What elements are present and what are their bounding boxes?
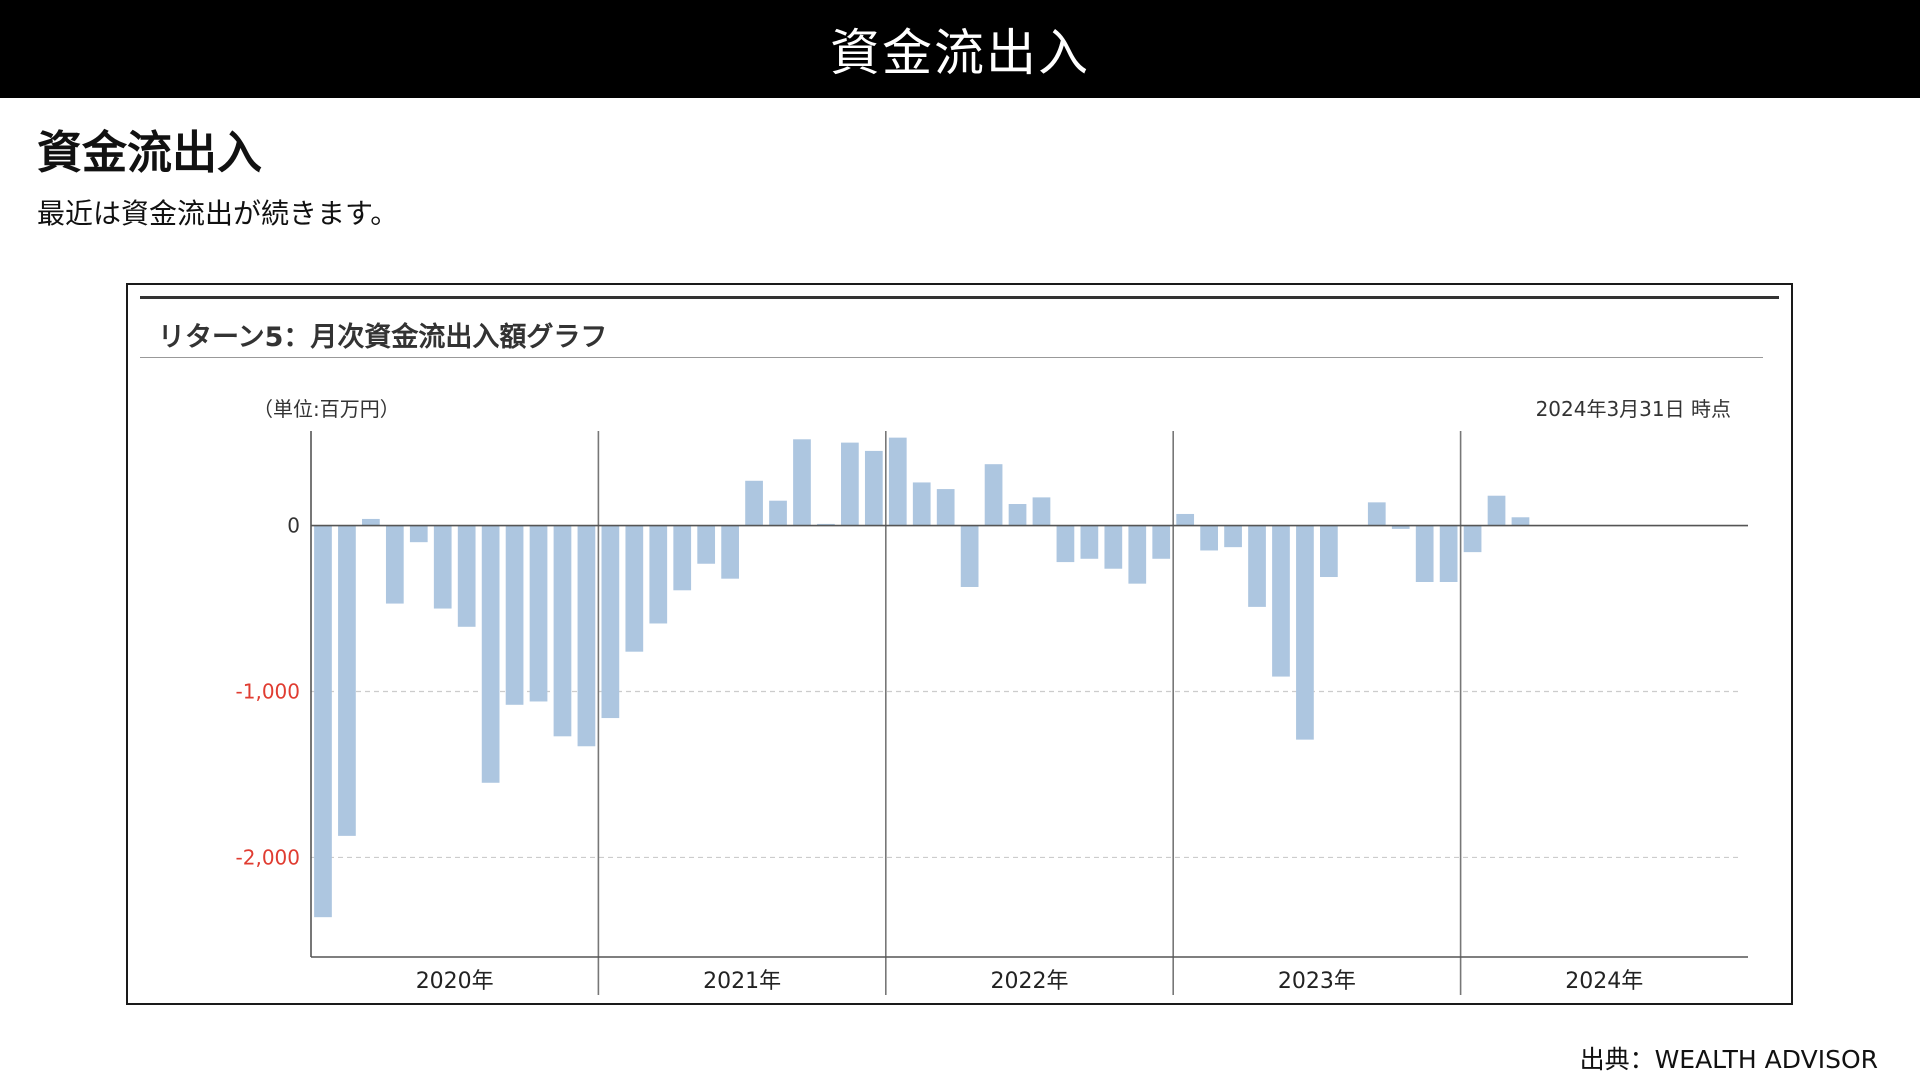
data-bar: [745, 480, 763, 526]
data-bar: [1224, 525, 1242, 548]
x-year-label: 2022年: [991, 969, 1069, 994]
data-bar: [1487, 495, 1506, 526]
chart-unit-label: （単位:百万円）: [253, 397, 400, 421]
data-bar: [505, 525, 524, 705]
data-bar: [1200, 525, 1218, 551]
chart-top-rule: [140, 296, 1779, 299]
data-bar: [577, 525, 596, 747]
y-tick-label: 0: [287, 514, 300, 538]
data-bar: [1463, 525, 1482, 553]
top-title-bar: 資金流出入: [0, 0, 1920, 98]
data-bar: [793, 439, 811, 526]
data-bar: [1320, 525, 1338, 578]
data-bar: [1056, 525, 1075, 563]
bar-chart: 0 -1,000 -2,000 2020年 2021年 2022年 2023年 2024年: [236, 431, 1748, 995]
data-bar: [529, 525, 548, 702]
x-year-label: 2020年: [416, 969, 494, 994]
data-bar: [1367, 502, 1386, 526]
data-bar: [338, 525, 356, 836]
data-bar: [841, 442, 859, 526]
data-bar: [362, 518, 380, 526]
data-bar: [1008, 504, 1027, 526]
data-bar: [960, 525, 979, 587]
data-bar: [1104, 525, 1123, 569]
lead-text: 最近は資金流出が続きます。: [37, 197, 399, 230]
data-bar: [1176, 513, 1195, 526]
data-bar: [385, 525, 404, 604]
data-bar: [553, 525, 572, 737]
x-year-label: 2023年: [1278, 969, 1356, 994]
data-bar: [433, 525, 452, 609]
x-year-label: 2021年: [703, 969, 781, 994]
data-bar: [1391, 525, 1410, 529]
top-title: 資金流出入: [830, 24, 1090, 82]
data-bar: [864, 450, 883, 526]
data-bar: [888, 437, 907, 526]
data-bar: [649, 525, 668, 624]
data-bar: [721, 525, 739, 579]
data-bar: [984, 464, 1003, 526]
data-bar: [1415, 525, 1434, 582]
data-bar: [625, 525, 644, 652]
data-bar: [1439, 525, 1458, 582]
source-credit: 出典：WEALTH ADVISOR: [1579, 1045, 1878, 1074]
data-bar: [936, 489, 955, 526]
section-heading: 資金流出入: [37, 126, 263, 179]
data-bar: [1032, 497, 1051, 526]
data-bar: [601, 525, 620, 719]
data-bar: [817, 523, 835, 526]
data-bar: [1080, 525, 1099, 559]
chart-title: リターン5：月次資金流出入額グラフ: [158, 322, 608, 353]
data-bar: [673, 525, 692, 591]
chart-panel: リターン5：月次資金流出入額グラフ （単位:百万円） 2024年3月31日 時点…: [126, 283, 1793, 1005]
data-bar: [314, 525, 332, 918]
data-bar: [1152, 525, 1171, 559]
data-bar: [912, 482, 931, 526]
data-bar: [1128, 525, 1147, 584]
data-bar: [697, 525, 716, 564]
data-bar: [1272, 525, 1290, 677]
data-bar: [481, 525, 500, 783]
data-bar: [1248, 525, 1266, 607]
data-bar: [1296, 525, 1314, 740]
y-tick-label: -1,000: [236, 680, 300, 704]
data-bar: [409, 525, 428, 543]
y-tick-label: -2,000: [236, 845, 300, 869]
x-year-label: 2024年: [1565, 969, 1643, 994]
data-bar: [457, 525, 476, 627]
chart-header-divider: [140, 357, 1763, 358]
chart-as-of-date: 2024年3月31日 時点: [1535, 397, 1731, 421]
data-bar: [1511, 517, 1530, 526]
data-bar: [769, 500, 787, 526]
